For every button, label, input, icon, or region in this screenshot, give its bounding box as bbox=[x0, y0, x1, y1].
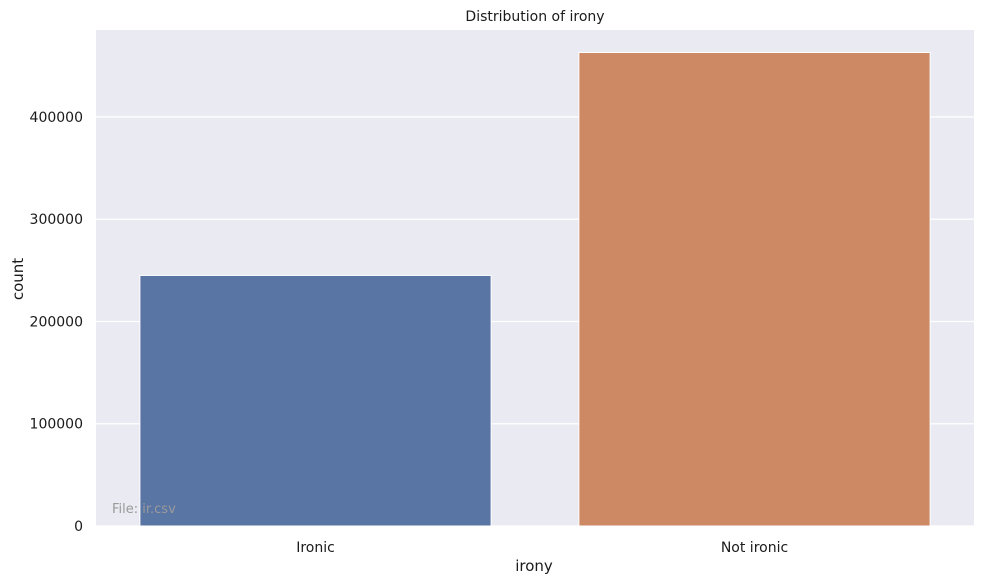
bar-not-ironic bbox=[578, 51, 931, 527]
x-axis-ticks: Ironic Not ironic bbox=[296, 540, 788, 556]
y-tick-label: 0 bbox=[74, 519, 83, 535]
y-tick-label: 200000 bbox=[30, 314, 83, 330]
y-axis-ticks: 0 100000 200000 300000 400000 bbox=[30, 110, 83, 535]
x-axis-label: irony bbox=[515, 557, 553, 575]
file-watermark: File: ir.csv bbox=[112, 502, 176, 517]
y-tick-label: 300000 bbox=[30, 212, 83, 228]
x-tick-label: Not ironic bbox=[721, 540, 788, 556]
bars bbox=[139, 51, 931, 527]
y-tick-label: 400000 bbox=[30, 110, 83, 126]
y-axis-label: count bbox=[9, 258, 27, 300]
x-tick-label: Ironic bbox=[296, 540, 335, 556]
chart-title: Distribution of irony bbox=[465, 9, 604, 25]
y-tick-label: 100000 bbox=[30, 417, 83, 433]
bar-ironic bbox=[139, 274, 492, 527]
